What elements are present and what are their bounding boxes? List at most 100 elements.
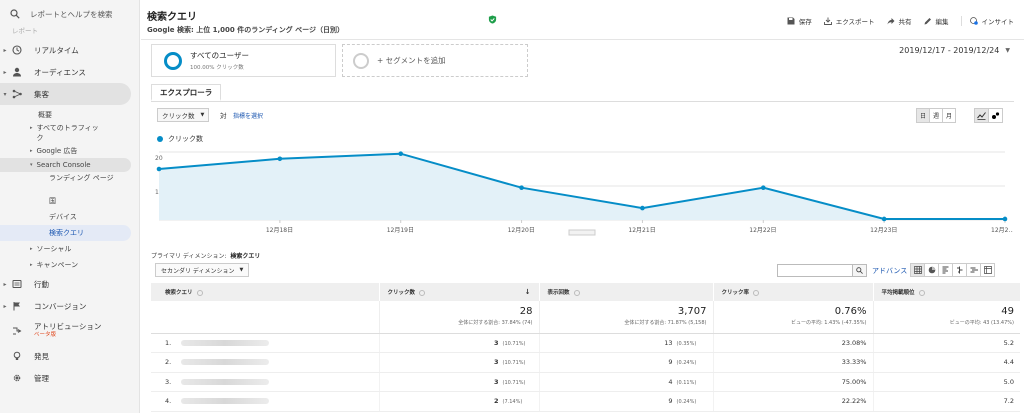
pencil-icon bbox=[924, 18, 931, 25]
ctr-cell: 33.33% bbox=[712, 352, 873, 373]
tab-explorer[interactable]: エクスプローラ bbox=[151, 84, 222, 101]
select-metric-link[interactable]: 指標を選択 bbox=[233, 113, 264, 120]
view-performance-button[interactable] bbox=[938, 263, 953, 277]
term-cloud-icon bbox=[970, 267, 978, 273]
nav-overview[interactable]: 概要 bbox=[38, 111, 52, 119]
position-cell: 7.2 bbox=[872, 391, 1020, 412]
x-tick-label: 12月19日 bbox=[387, 227, 414, 234]
help-icon[interactable] bbox=[753, 289, 760, 296]
motion-chart-icon bbox=[992, 112, 1000, 119]
impressions-cell: 13 (0.35%) bbox=[538, 333, 713, 353]
motion-chart-button[interactable] bbox=[988, 108, 1003, 123]
nav-social[interactable]: ▸ ソーシャル bbox=[0, 241, 139, 257]
impressions-cell: 4 (0.11%) bbox=[538, 372, 713, 392]
help-icon[interactable] bbox=[573, 289, 580, 296]
nav-campaigns[interactable]: ▸ キャンペーン bbox=[0, 257, 139, 273]
export-icon bbox=[823, 17, 832, 25]
redacted-query[interactable] bbox=[181, 378, 270, 385]
query-cell[interactable]: 3. bbox=[151, 372, 379, 392]
data-point bbox=[398, 151, 404, 156]
table-row[interactable]: 1. 3 (10.71%) 13 (0.35%) 23.08% 5.2 bbox=[151, 333, 1020, 353]
empty-segment-ring-icon bbox=[353, 52, 369, 69]
column-header-clicks[interactable]: クリック数 ↓ bbox=[378, 283, 539, 301]
period-toggle: 日 週 月 bbox=[916, 108, 956, 123]
impressions-cell: 9 (0.24%) bbox=[538, 391, 713, 412]
help-icon[interactable] bbox=[918, 289, 925, 296]
line-chart-button[interactable] bbox=[974, 108, 989, 123]
pie-icon bbox=[928, 266, 935, 274]
nav-behavior[interactable]: ▸ 行動 bbox=[0, 273, 139, 295]
segment-share: 100.00% クリック数 bbox=[190, 65, 244, 71]
series-line bbox=[158, 152, 1005, 220]
attribution-icon bbox=[10, 325, 24, 337]
table-row[interactable]: 4. 2 (7.14%) 9 (0.24%) 22.22% 7.2 bbox=[151, 391, 1020, 412]
chart-legend: クリック数 bbox=[157, 134, 203, 144]
view-pie-button[interactable] bbox=[924, 263, 939, 277]
column-header-ctr[interactable]: クリック率 bbox=[712, 283, 873, 301]
query-cell[interactable]: 4. bbox=[151, 391, 379, 412]
table-row[interactable]: 2. 3 (10.71%) 9 (0.24%) 33.33% 4.4 bbox=[151, 352, 1020, 373]
nav-discover[interactable]: 発見 bbox=[0, 345, 139, 367]
main-content: 検索クエリ Google 検索: 上位 1,000 件のランディング ページ（日… bbox=[141, 0, 1024, 413]
export-button[interactable]: エクスポート bbox=[823, 16, 875, 26]
view-pivot-button[interactable] bbox=[980, 263, 995, 277]
share-button[interactable]: 共有 bbox=[887, 16, 912, 26]
view-table-button[interactable] bbox=[910, 263, 925, 277]
expand-caret-icon: ▸ bbox=[3, 46, 7, 54]
secondary-dimension-select[interactable]: セカンダリ ディメンション ▼ bbox=[155, 263, 250, 277]
table-search-button[interactable] bbox=[852, 264, 867, 277]
nav-label: 行動 bbox=[34, 279, 49, 289]
period-week-button[interactable]: 週 bbox=[929, 108, 943, 123]
nav-attribution[interactable]: アトリビューション ベータ版 bbox=[0, 317, 139, 345]
nav-landing-pages[interactable]: ランディング ページ bbox=[49, 174, 114, 182]
nav-all-traffic[interactable]: ▸ すべてのトラフィック bbox=[0, 122, 139, 144]
help-icon[interactable] bbox=[419, 289, 426, 296]
nav-countries[interactable]: 国 bbox=[49, 197, 56, 205]
column-header-query[interactable]: 検索クエリ bbox=[151, 283, 379, 301]
redacted-query[interactable] bbox=[181, 359, 270, 366]
advanced-filter-link[interactable]: アドバンス bbox=[872, 267, 908, 275]
metric-selector[interactable]: クリック数 ▼ bbox=[157, 108, 210, 122]
add-segment-button[interactable]: + セグメントを追加 bbox=[342, 44, 528, 77]
report-search[interactable]: レポートとヘルプを検索 bbox=[0, 0, 139, 28]
page-subtitle: Google 検索: 上位 1,000 件のランディング ページ（日別） bbox=[147, 26, 345, 34]
nav-realtime[interactable]: ▸ リアルタイム bbox=[0, 39, 139, 61]
redacted-query[interactable] bbox=[181, 339, 270, 346]
primary-dimension-value[interactable]: 検索クエリ bbox=[230, 253, 261, 260]
nav-admin[interactable]: 管理 bbox=[0, 367, 139, 389]
grid-icon bbox=[913, 266, 922, 274]
table-view-toggle bbox=[910, 263, 995, 277]
query-cell[interactable]: 2. bbox=[151, 352, 379, 373]
nav-queries[interactable]: 検索クエリ bbox=[0, 225, 131, 241]
help-icon[interactable] bbox=[196, 289, 203, 296]
chart-type-toggle bbox=[974, 108, 1003, 123]
impressions-cell: 9 (0.24%) bbox=[538, 352, 713, 373]
edit-button[interactable]: 編集 bbox=[924, 16, 949, 26]
view-comparison-button[interactable] bbox=[952, 263, 967, 277]
nav-google-ads[interactable]: ▸ Google 広告 bbox=[0, 144, 139, 158]
segment-all-users[interactable]: すべてのユーザー 100.00% クリック数 bbox=[151, 44, 336, 77]
table-row[interactable]: 3. 3 (10.71%) 4 (0.11%) 75.00% 5.0 bbox=[151, 372, 1020, 392]
column-header-impressions[interactable]: 表示回数 bbox=[538, 283, 713, 301]
segment-ring-icon bbox=[164, 51, 182, 70]
date-range-picker[interactable]: 2019/12/17 - 2019/12/24 ▼ bbox=[899, 46, 1010, 55]
nav-search-console[interactable]: ▾ Search Console bbox=[0, 158, 131, 172]
expand-caret-icon: ▸ bbox=[3, 280, 7, 288]
clock-icon bbox=[10, 44, 24, 56]
nav-audience[interactable]: ▸ オーディエンス bbox=[0, 61, 139, 83]
column-header-position[interactable]: 平均掲載順位 bbox=[872, 283, 1020, 301]
period-day-button[interactable]: 日 bbox=[916, 108, 930, 123]
save-button[interactable]: 保存 bbox=[787, 16, 812, 26]
nav-label: コンバージョン bbox=[34, 301, 87, 311]
search-icon bbox=[10, 9, 20, 19]
insights-button[interactable]: インサイト bbox=[960, 16, 1014, 26]
period-month-button[interactable]: 月 bbox=[942, 108, 956, 123]
view-term-cloud-button[interactable] bbox=[966, 263, 981, 277]
x-tick-label: 12月2... bbox=[991, 227, 1013, 234]
nav-conversions[interactable]: ▸ コンバージョン bbox=[0, 295, 139, 317]
nav-acquisition[interactable]: ▾ 集客 bbox=[0, 83, 131, 105]
data-table: 検索クエリ クリック数 ↓ 表示回数 クリック率 平均掲載順位 28 全体に対する割… bbox=[151, 283, 1020, 412]
redacted-query[interactable] bbox=[181, 398, 270, 405]
nav-devices[interactable]: デバイス bbox=[49, 212, 77, 221]
query-cell[interactable]: 1. bbox=[151, 333, 379, 353]
